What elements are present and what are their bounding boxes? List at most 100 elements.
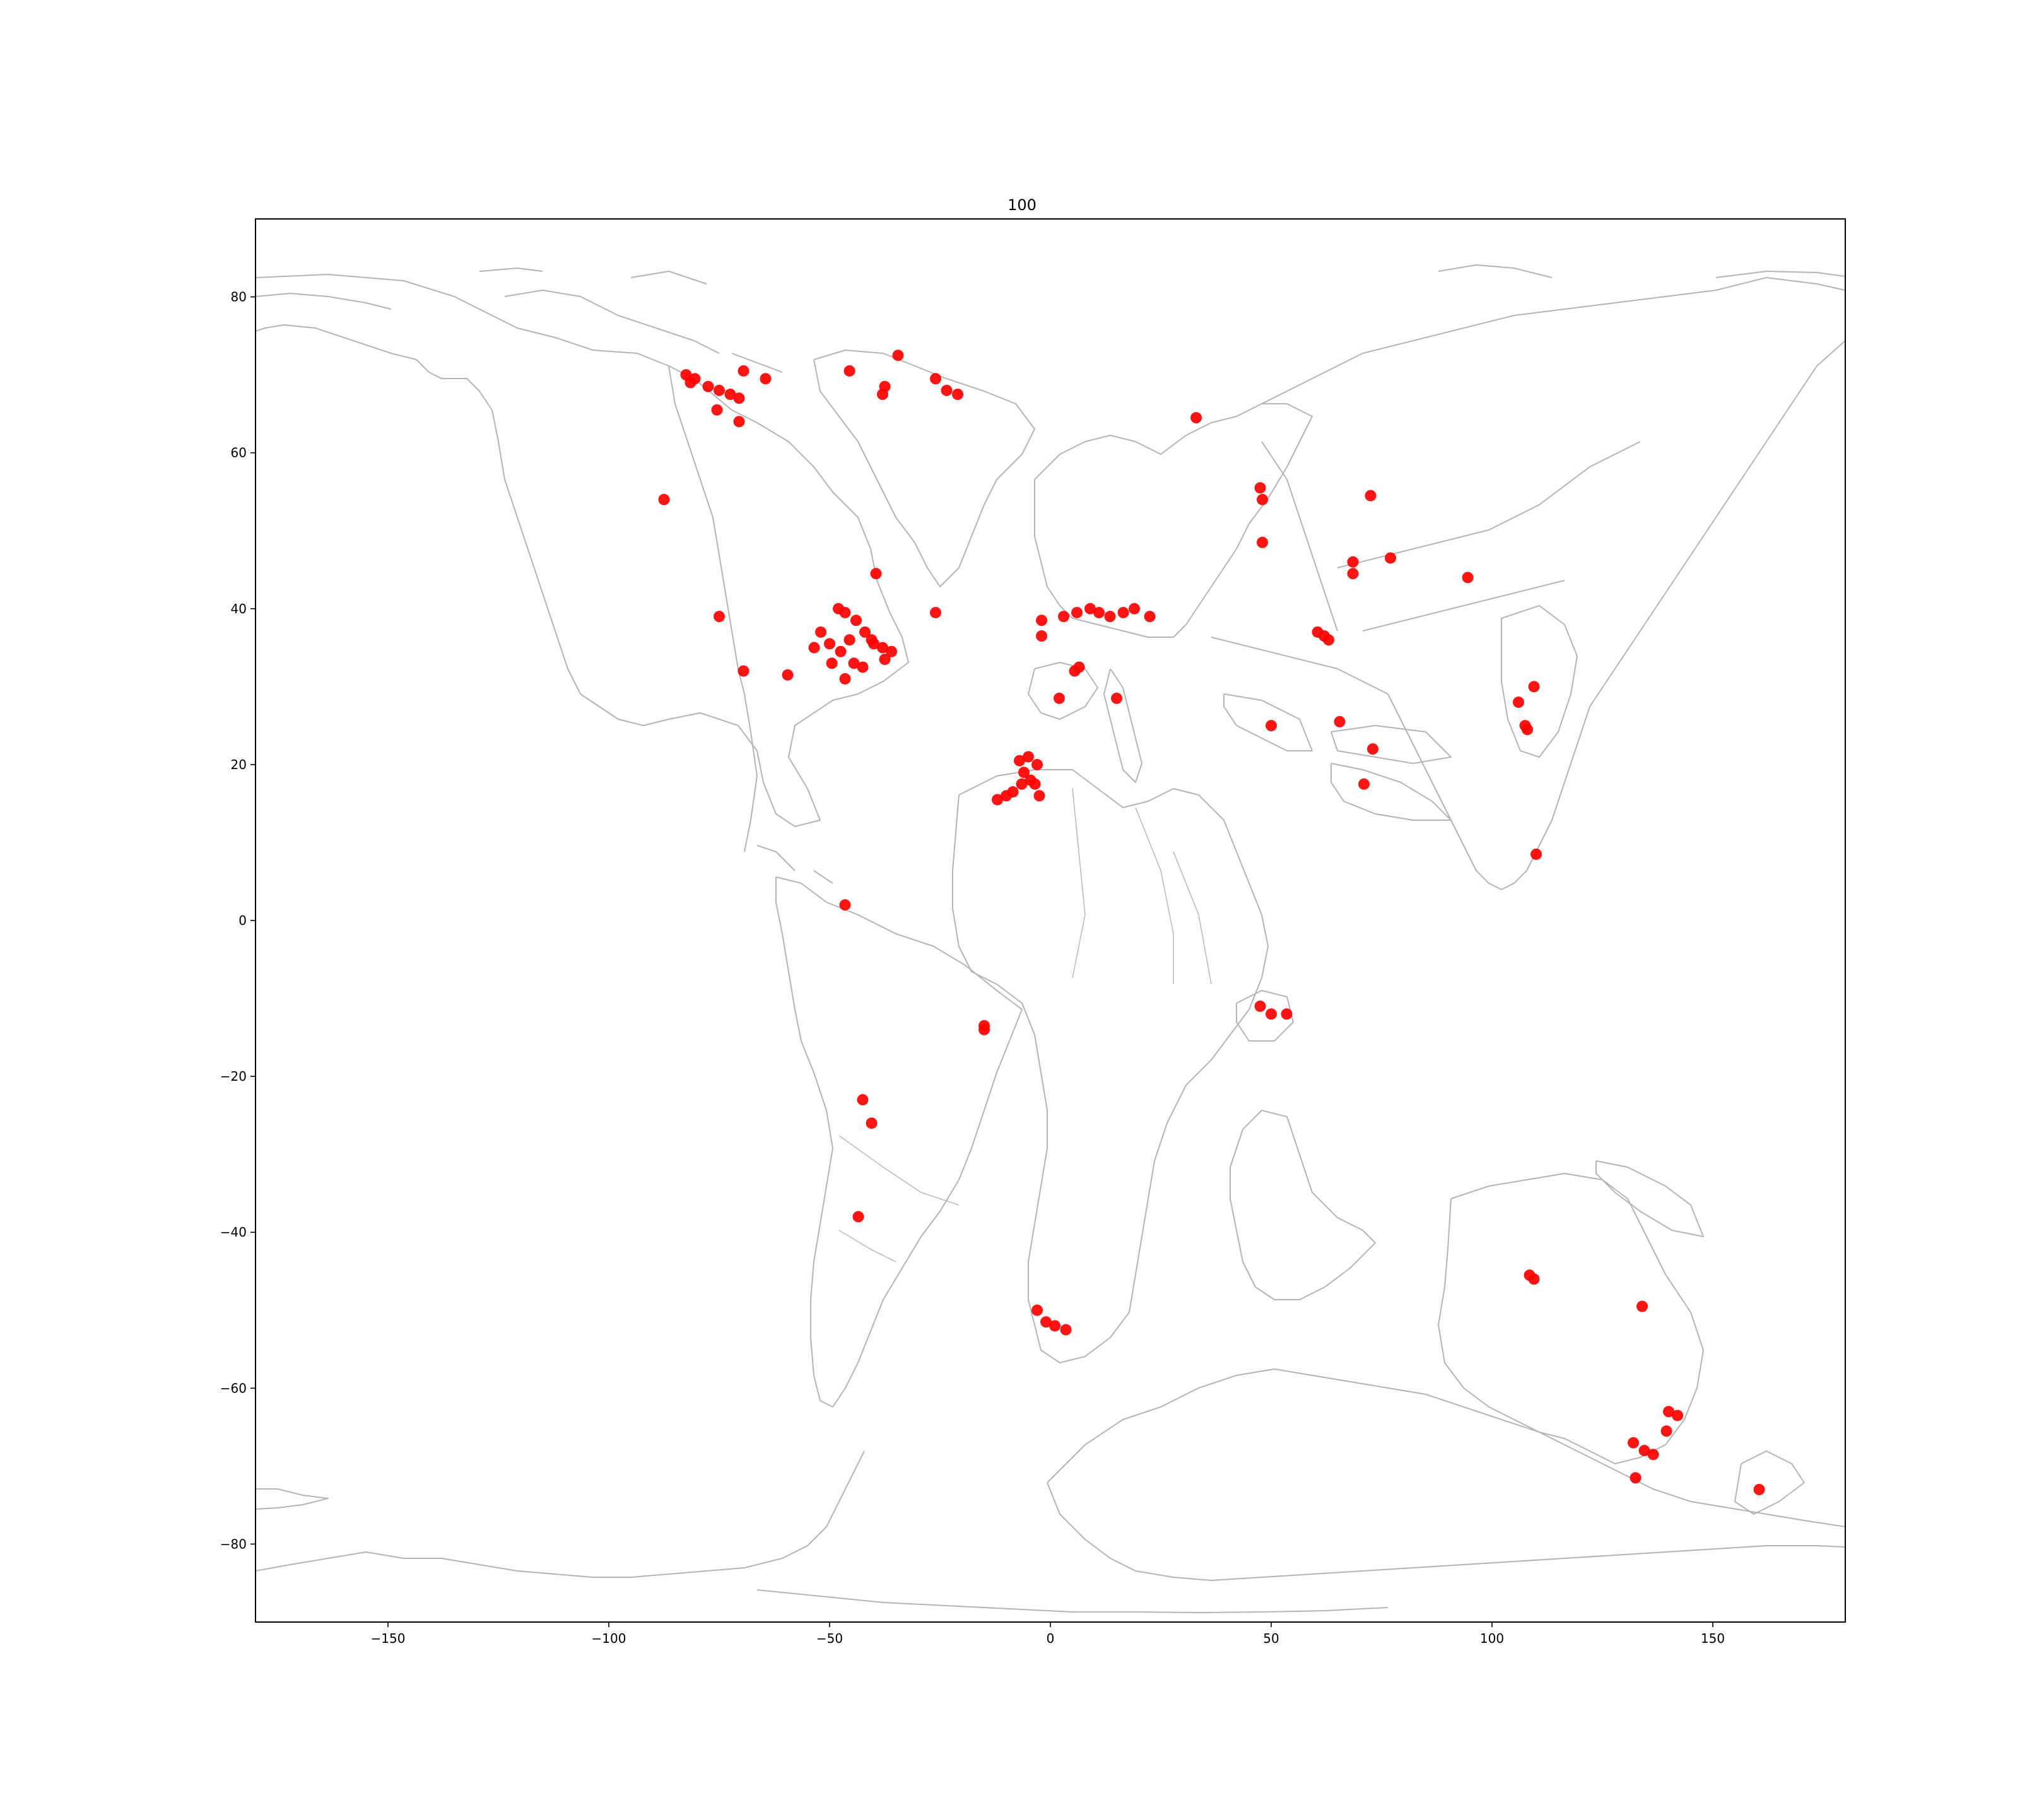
data-point: [1636, 1300, 1648, 1312]
data-point: [733, 416, 745, 428]
coastline-north-america-west: [668, 365, 758, 852]
data-point: [1040, 1316, 1052, 1328]
data-point: [1385, 552, 1396, 564]
y-tick-label: −60: [220, 1380, 247, 1396]
coastline-caribbean: [756, 845, 833, 884]
data-point: [714, 611, 725, 623]
x-axis-ticks: −150 −100 −50 0 50 100 150: [371, 1622, 1725, 1646]
data-point: [1023, 751, 1034, 763]
chart-title: 100: [1007, 196, 1037, 214]
coastline-africa: [952, 769, 1269, 1363]
coastline-antarctic-shelf: [756, 1589, 1389, 1613]
data-point: [1190, 412, 1202, 424]
data-point: [879, 654, 891, 666]
data-point: [839, 673, 851, 685]
data-point: [1031, 758, 1043, 770]
data-point: [1033, 790, 1045, 802]
data-point: [760, 373, 772, 385]
data-point: [689, 373, 701, 385]
data-point: [866, 1117, 878, 1129]
data-point: [824, 638, 835, 650]
data-point: [1129, 603, 1140, 614]
data-point: [1663, 1406, 1674, 1418]
data-point: [1144, 611, 1156, 623]
data-point: [1054, 692, 1065, 704]
data-point: [843, 365, 855, 377]
data-point: [1111, 692, 1122, 704]
data-point: [658, 493, 670, 505]
data-point: [892, 350, 904, 362]
data-point: [1522, 724, 1533, 736]
data-point: [808, 642, 820, 654]
y-tick-label: 80: [231, 290, 247, 305]
coastline-south-america: [775, 876, 1023, 1408]
y-axis-ticks: −80 −60 −40 −20 0 20 40 60 80: [220, 290, 256, 1551]
coastline-india: [1330, 763, 1452, 821]
coastline-arctic-northwest: [256, 268, 543, 310]
data-point: [702, 380, 714, 392]
data-point: [877, 389, 888, 400]
y-tick-label: 0: [238, 913, 247, 928]
data-point: [1117, 606, 1129, 618]
x-tick-label: −100: [592, 1631, 626, 1646]
data-point: [1358, 778, 1370, 790]
data-point: [857, 661, 869, 673]
coastline-new-guinea: [1595, 1160, 1704, 1237]
data-point: [1638, 1445, 1650, 1457]
data-point: [1347, 568, 1359, 580]
coastline-west-antarctica: [256, 1450, 865, 1578]
coastline-madagascar: [1236, 990, 1294, 1042]
data-point: [1628, 1437, 1639, 1449]
data-point: [737, 665, 749, 677]
data-point: [850, 614, 862, 626]
coastline-southwest-fragment: [256, 1488, 329, 1510]
y-tick-label: −40: [220, 1225, 247, 1240]
data-point: [1257, 536, 1268, 548]
coastline-south-china: [1501, 605, 1578, 758]
data-point: [877, 642, 888, 654]
coastline-antarctica: [1047, 1368, 1845, 1527]
data-point: [843, 634, 855, 646]
data-point: [1018, 767, 1030, 779]
y-tick-label: 60: [231, 445, 247, 461]
data-point: [1266, 1008, 1277, 1020]
data-point: [886, 645, 897, 657]
africa-internal-boundary-1: [1072, 788, 1212, 985]
data-point: [815, 626, 826, 638]
data-point: [835, 645, 847, 657]
data-point: [1058, 611, 1069, 623]
data-point: [1530, 848, 1542, 860]
coastline-microcontinent-1: [1223, 693, 1313, 751]
data-point: [1254, 1000, 1266, 1012]
data-point: [1334, 715, 1346, 727]
x-tick-label: 150: [1701, 1631, 1725, 1646]
data-point: [1528, 681, 1540, 693]
data-point: [848, 657, 860, 669]
data-point: [839, 899, 851, 911]
data-point: [1016, 778, 1028, 790]
data-point: [1513, 697, 1524, 709]
data-point: [714, 384, 725, 396]
x-tick-label: 0: [1047, 1631, 1055, 1646]
x-tick-label: −150: [371, 1631, 406, 1646]
data-point: [870, 568, 882, 580]
data-point: [1672, 1409, 1683, 1421]
data-point: [733, 392, 745, 404]
coastline-europe: [1034, 403, 1313, 638]
data-point: [1365, 490, 1377, 502]
y-tick-label: 40: [231, 601, 247, 616]
data-point: [1104, 611, 1116, 623]
data-point: [1084, 603, 1096, 614]
data-point: [1257, 493, 1268, 505]
data-point: [1071, 606, 1083, 618]
coastline-asia: [1211, 277, 1845, 890]
data-point: [1347, 556, 1359, 568]
x-tick-label: −50: [816, 1631, 843, 1646]
data-point: [1254, 482, 1266, 494]
data-point: [1462, 572, 1474, 584]
data-point: [737, 365, 749, 377]
data-point: [1630, 1472, 1642, 1484]
data-point: [1029, 778, 1041, 790]
